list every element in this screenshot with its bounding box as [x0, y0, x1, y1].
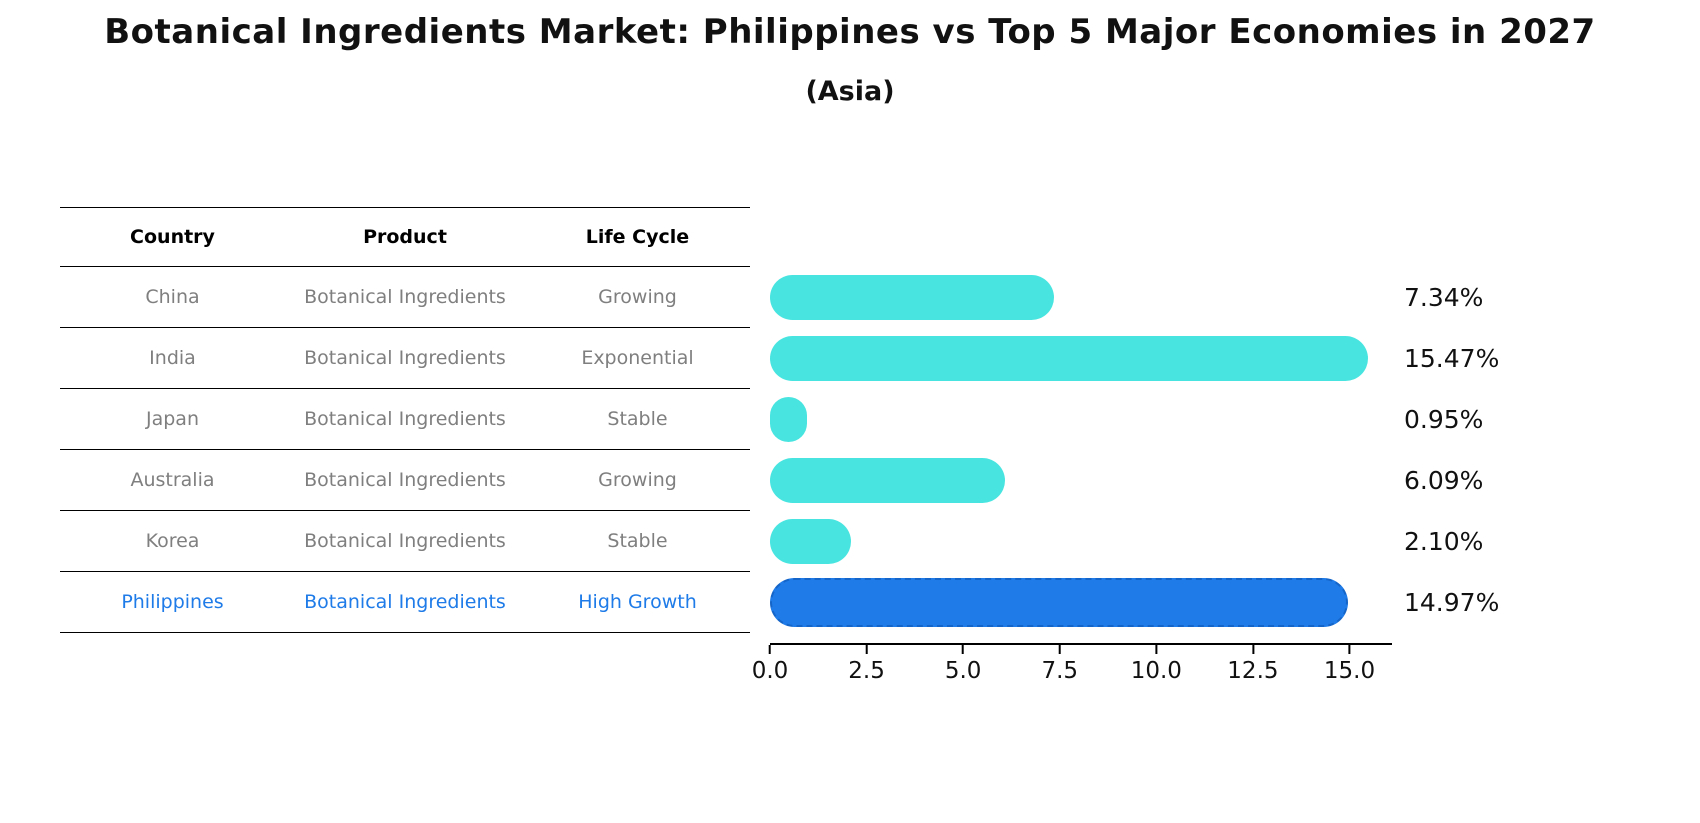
value-label-japan: 0.95%	[1404, 405, 1484, 434]
country-table: Country Product Life Cycle China Botanic…	[60, 207, 750, 633]
tick-mark	[865, 645, 868, 654]
bar-philippines	[770, 578, 1349, 627]
value-labels: 7.34% 15.47% 0.95% 6.09% 2.10% 14.97%	[1404, 267, 1499, 633]
lifecycle-cell: Exponential	[581, 347, 694, 369]
value-label-india: 15.47%	[1404, 344, 1500, 373]
bar-row-india	[770, 328, 1392, 389]
country-cell: Korea	[145, 530, 200, 552]
tick-mark	[962, 645, 965, 654]
table-row-korea: Korea Botanical Ingredients Stable	[60, 511, 750, 572]
value-label-philippines: 14.97%	[1404, 588, 1500, 617]
lifecycle-cell: Stable	[607, 408, 668, 430]
chart-title: Botanical Ingredients Market: Philippine…	[104, 12, 1596, 52]
column-header-product: Product	[363, 226, 447, 248]
tick-mark	[1155, 645, 1158, 654]
tick-mark	[1251, 645, 1254, 654]
bar-row-australia	[770, 450, 1392, 511]
bar-japan	[770, 397, 807, 442]
x-tick-label: 12.5	[1227, 658, 1279, 684]
table-row-japan: Japan Botanical Ingredients Stable	[60, 389, 750, 450]
bar-india	[770, 336, 1368, 381]
bar-chart: 0.0 2.5 5.0 7.5 10.0 12.5	[752, 267, 1392, 684]
x-tick-label: 7.5	[1041, 658, 1079, 684]
x-axis-tick: 5.0	[944, 645, 982, 684]
table-header-row: Country Product Life Cycle	[60, 207, 750, 267]
table-row-australia: Australia Botanical Ingredients Growing	[60, 450, 750, 511]
value-label-australia: 6.09%	[1404, 466, 1484, 495]
tick-mark	[1348, 645, 1351, 654]
bar-korea	[770, 519, 852, 564]
bar-row-philippines	[770, 572, 1392, 633]
lifecycle-cell: Growing	[598, 469, 677, 491]
value-label-korea: 2.10%	[1404, 527, 1484, 556]
tick-mark	[768, 645, 771, 654]
x-tick-label: 15.0	[1323, 658, 1376, 684]
product-cell: Botanical Ingredients	[304, 286, 506, 308]
x-axis-tick: 12.5	[1227, 645, 1279, 684]
column-header-lifecycle: Life Cycle	[585, 226, 690, 248]
country-cell: Philippines	[121, 591, 224, 613]
table-row-india: India Botanical Ingredients Exponential	[60, 328, 750, 389]
x-axis-tick: 0.0	[751, 645, 789, 684]
country-cell: Japan	[146, 408, 199, 430]
value-label-china: 7.34%	[1404, 283, 1484, 312]
x-tick-label: 2.5	[848, 658, 885, 684]
product-cell: Botanical Ingredients	[304, 469, 506, 491]
bar-australia	[770, 458, 1006, 503]
bar-row-japan	[770, 389, 1392, 450]
product-cell: Botanical Ingredients	[304, 530, 506, 552]
product-cell: Botanical Ingredients	[304, 347, 506, 369]
lifecycle-cell: Growing	[598, 286, 677, 308]
country-cell: India	[149, 347, 196, 369]
x-axis: 0.0 2.5 5.0 7.5 10.0 12.5	[752, 643, 1392, 689]
table-row-philippines: Philippines Botanical Ingredients High G…	[60, 572, 750, 633]
lifecycle-cell: Stable	[607, 530, 668, 552]
x-axis-tick: 10.0	[1131, 645, 1182, 684]
product-cell: Botanical Ingredients	[304, 408, 506, 430]
country-cell: Australia	[130, 469, 215, 491]
country-cell: China	[145, 286, 200, 308]
lifecycle-cell: High Growth	[578, 591, 697, 613]
column-header-country: Country	[130, 226, 215, 248]
bar-row-korea	[770, 511, 1392, 572]
product-cell: Botanical Ingredients	[304, 591, 506, 613]
tick-mark	[1058, 645, 1061, 654]
x-tick-label: 10.0	[1130, 658, 1182, 684]
x-axis-tick: 15.0	[1324, 645, 1375, 684]
bar-china	[770, 275, 1054, 320]
chart-subtitle: (Asia)	[805, 76, 895, 107]
x-tick-label: 5.0	[944, 658, 982, 684]
bar-row-china	[770, 267, 1392, 328]
table-row-china: China Botanical Ingredients Growing	[60, 267, 750, 328]
x-axis-tick: 2.5	[848, 645, 885, 684]
x-tick-label: 0.0	[751, 658, 789, 684]
x-axis-tick: 7.5	[1041, 645, 1078, 684]
